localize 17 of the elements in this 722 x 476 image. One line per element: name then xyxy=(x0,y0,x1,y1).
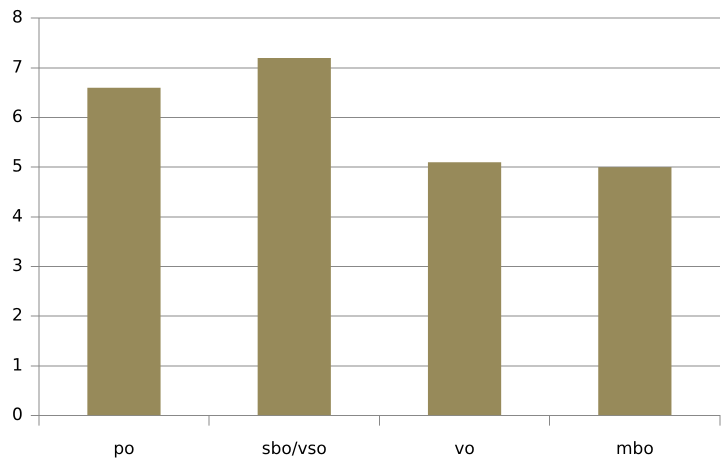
y-tick-label: 3 xyxy=(12,256,23,276)
x-tick-label: po xyxy=(113,439,135,460)
y-tick-label: 1 xyxy=(12,355,23,376)
bar xyxy=(428,162,502,416)
y-tick-label: 7 xyxy=(12,57,23,78)
bar xyxy=(598,167,672,416)
y-tick-label: 4 xyxy=(12,206,23,226)
y-tick-label: 6 xyxy=(12,106,23,127)
x-tick-label: mbo xyxy=(616,439,654,460)
y-tick-label: 0 xyxy=(12,405,23,426)
y-tick-label: 8 xyxy=(12,8,23,28)
x-tick-label: vo xyxy=(454,439,475,460)
bar xyxy=(87,88,161,416)
bar xyxy=(258,58,331,416)
y-tick-label: 5 xyxy=(12,156,23,177)
x-tick-label: sbo/vso xyxy=(262,439,327,460)
y-tick-label: 2 xyxy=(12,306,23,326)
